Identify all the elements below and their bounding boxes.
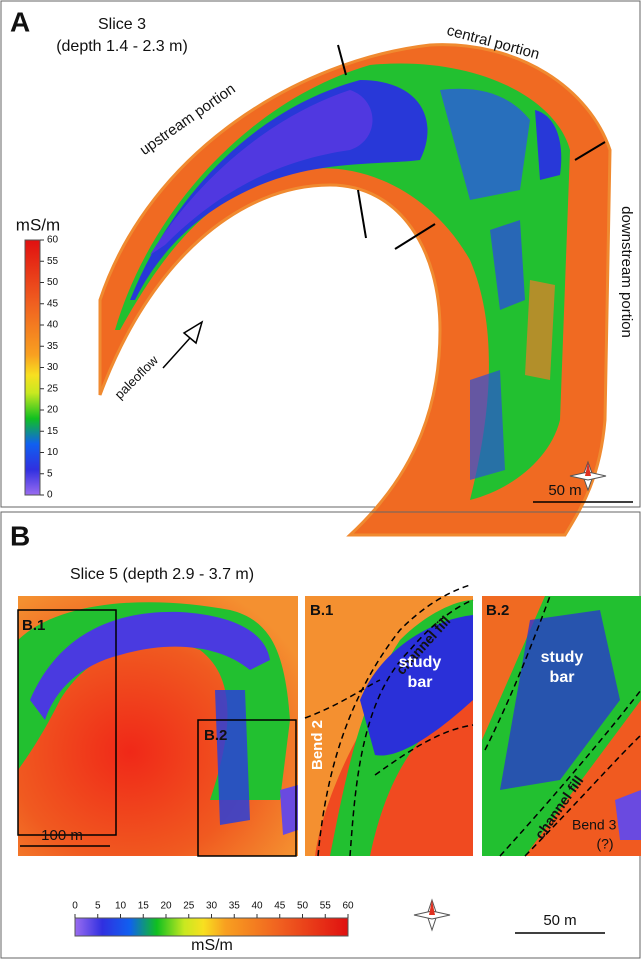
slice-title: Slice 5 (depth 2.9 - 3.7 m) <box>70 566 254 583</box>
inset-map <box>305 596 473 856</box>
box-label: B.1 <box>22 617 45 634</box>
annotation: study <box>541 649 584 666</box>
colorbar-tick-label: 55 <box>320 901 332 912</box>
flow-arrow <box>163 322 202 368</box>
annotation: Bend 3 <box>572 817 617 833</box>
colorbar-tick-label: 55 <box>47 256 59 267</box>
scale-label: 100 m <box>41 827 83 844</box>
colorbar <box>75 918 348 936</box>
figure: A Slice 3 (depth 1.4 - 2.3 m) upstream p… <box>0 0 641 959</box>
colorbar-tick-label: 50 <box>297 901 309 912</box>
annotation: paleoflow <box>112 352 162 402</box>
colorbar-tick-label: 5 <box>95 901 101 912</box>
panel-label: A <box>10 6 30 37</box>
colorbar-tick-label: 35 <box>47 341 59 352</box>
compass <box>414 900 450 930</box>
colorbar <box>25 240 40 495</box>
colorbar-tick-label: 0 <box>72 901 78 912</box>
colorbar-tick-label: 30 <box>206 901 218 912</box>
colorbar-label: mS/m <box>16 215 60 234</box>
colorbar-tick-label: 0 <box>47 490 53 501</box>
scale-label: 50 m <box>548 482 581 499</box>
colorbar-tick-label: 25 <box>47 383 59 394</box>
inset-label: B.1 <box>310 602 333 619</box>
section-divider <box>358 190 366 238</box>
panel-label: B <box>10 520 30 551</box>
scale-label: 50 m <box>543 912 576 929</box>
colorbar-tick-label: 30 <box>47 362 59 373</box>
colorbar-tick-label: 45 <box>47 298 59 309</box>
colorbar-tick-label: 10 <box>47 447 59 458</box>
colorbar-label: mS/m <box>191 937 233 954</box>
colorbar-tick-label: 5 <box>47 468 53 479</box>
colorbar-tick-label: 15 <box>47 426 59 437</box>
colorbar-tick-label: 35 <box>229 901 241 912</box>
colorbar-tick-label: 60 <box>342 901 354 912</box>
annotation: study <box>399 654 442 671</box>
page: A Slice 3 (depth 1.4 - 2.3 m) upstream p… <box>0 0 641 959</box>
colorbar-tick-label: 20 <box>47 405 59 416</box>
colorbar-tick-label: 40 <box>47 320 59 331</box>
colorbar-tick-label: 60 <box>47 235 59 246</box>
annotation: (?) <box>596 836 613 852</box>
annotation: bar <box>550 669 575 686</box>
colorbar-tick-label: 10 <box>115 901 127 912</box>
colorbar-tick-label: 20 <box>160 901 172 912</box>
box-label: B.2 <box>204 727 227 744</box>
colorbar-tick-label: 15 <box>138 901 150 912</box>
colorbar-tick-label: 25 <box>183 901 195 912</box>
colorbar-tick-label: 45 <box>274 901 286 912</box>
slice-depth: (depth 1.4 - 2.3 m) <box>56 38 188 55</box>
annotation: Bend 2 <box>309 720 326 770</box>
conductivity-map <box>18 596 298 856</box>
annotation: bar <box>408 674 433 691</box>
slice-title: Slice 3 <box>98 16 146 33</box>
inset-label: B.2 <box>486 602 509 619</box>
colorbar-tick-label: 40 <box>251 901 263 912</box>
annotation: downstream portion <box>618 206 635 338</box>
colorbar-tick-label: 50 <box>47 277 59 288</box>
